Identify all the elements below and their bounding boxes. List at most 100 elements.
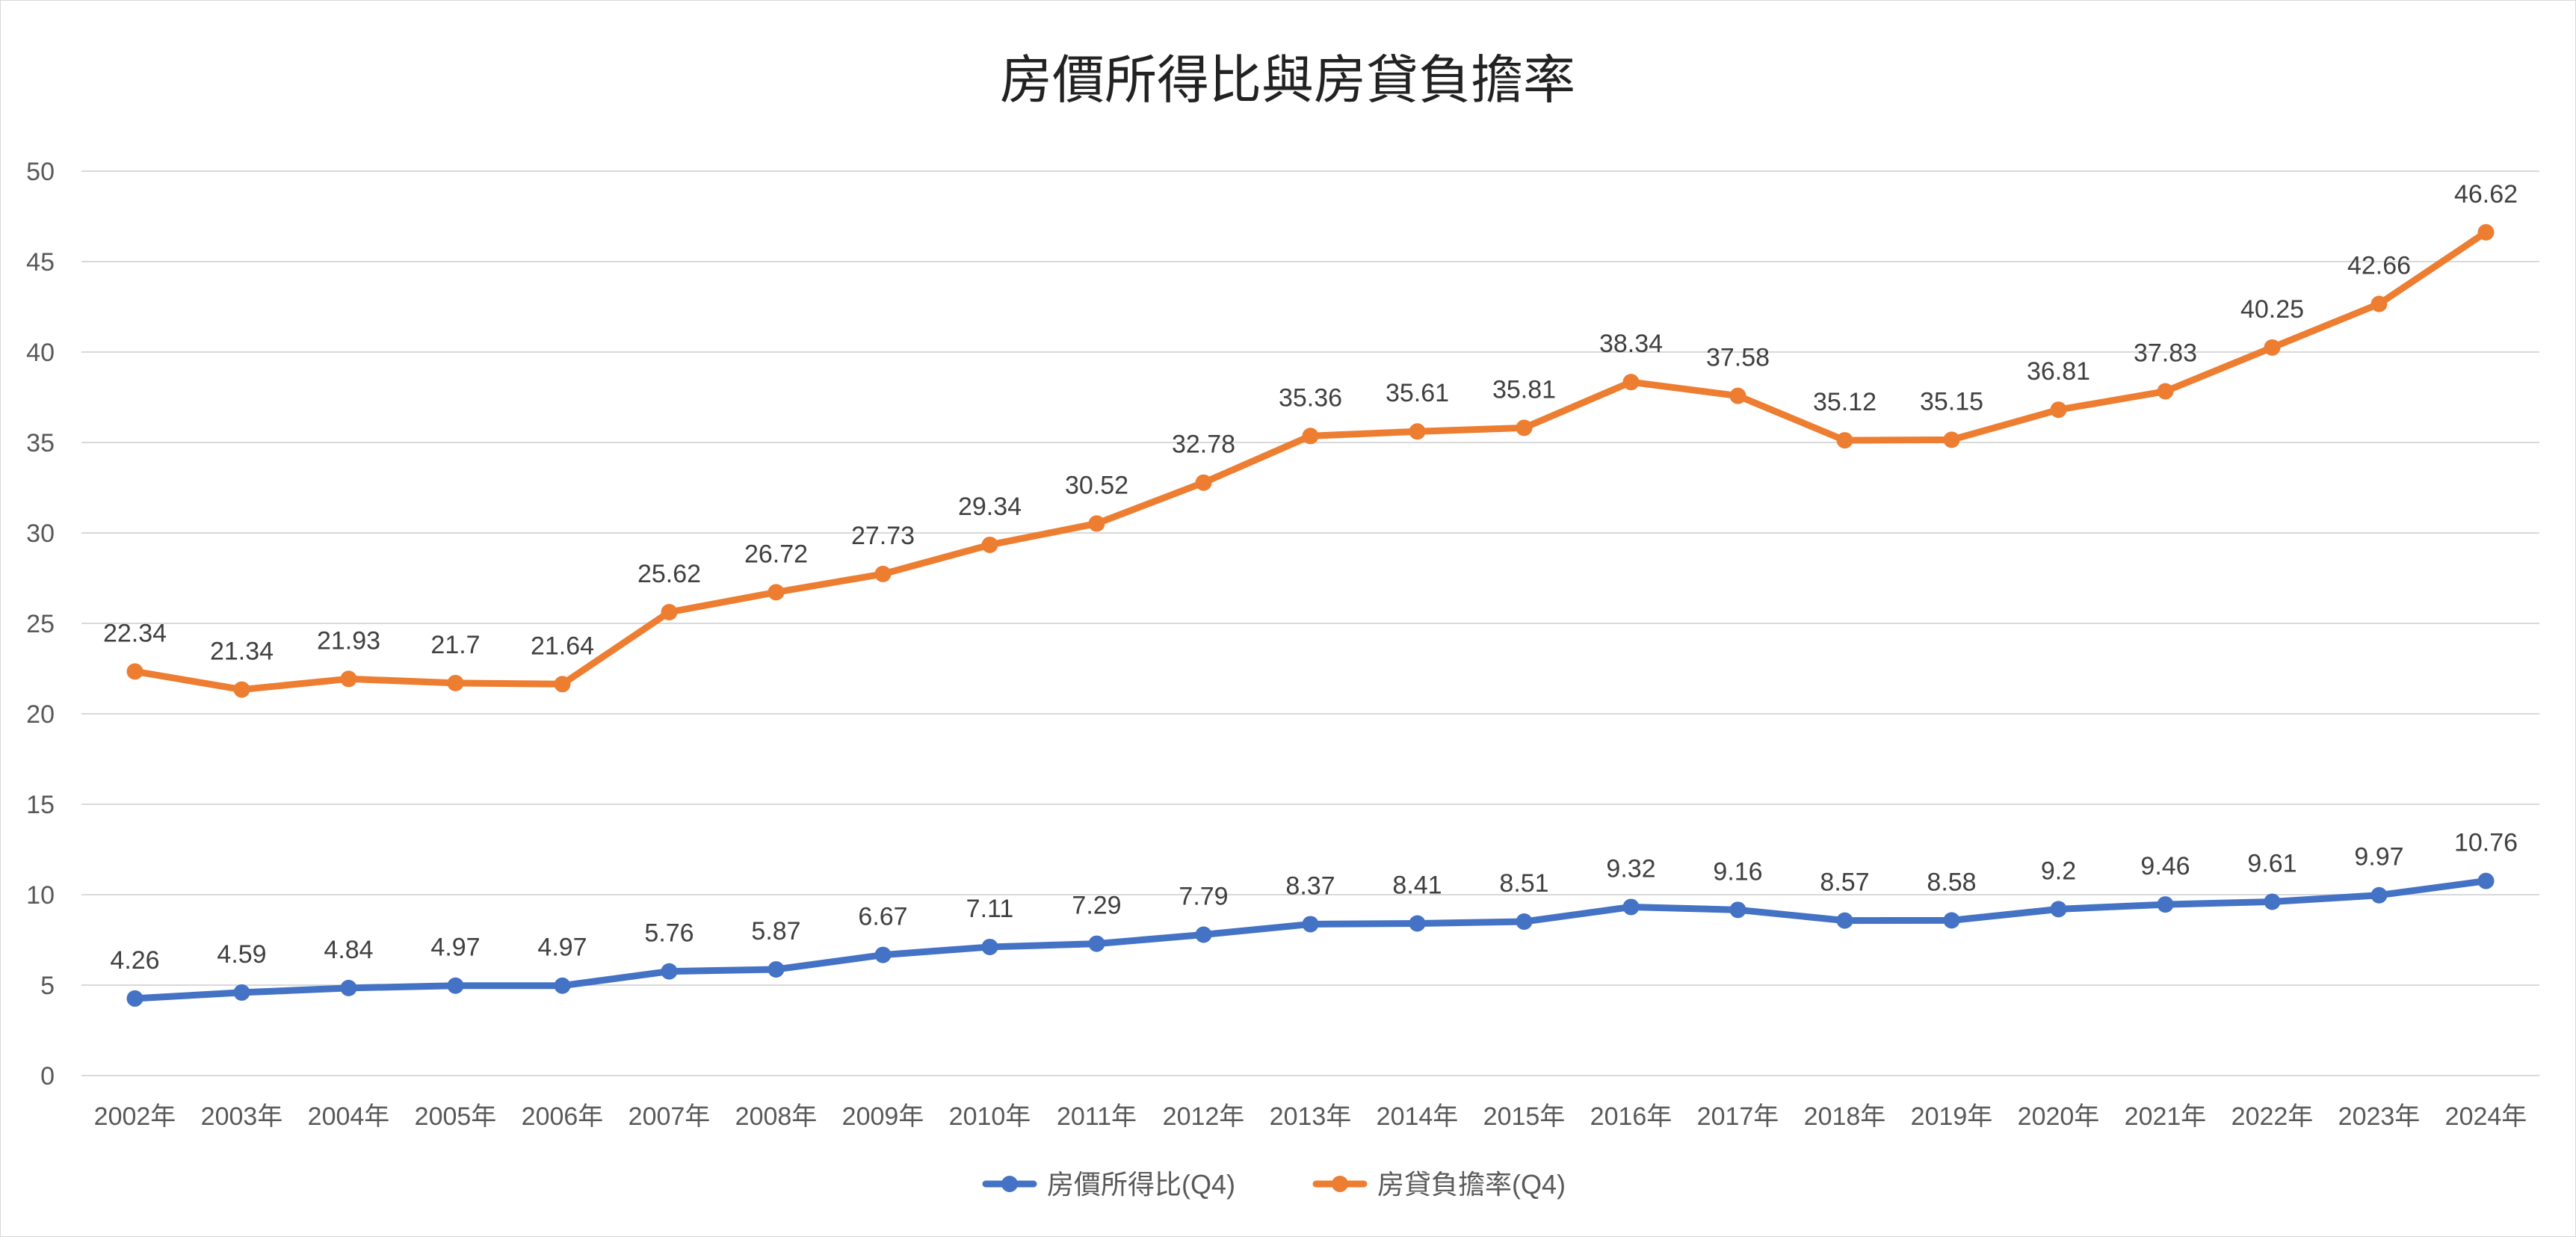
data-label: 29.34 [958, 493, 1022, 521]
data-label: 40.25 [2240, 295, 2304, 324]
data-label: 35.12 [1813, 388, 1877, 416]
data-label: 4.97 [430, 934, 480, 962]
data-label: 7.79 [1179, 882, 1228, 910]
data-point [661, 603, 678, 620]
data-label: 9.46 [2140, 852, 2190, 880]
data-point [1729, 387, 1746, 404]
y-tick-label: 50 [26, 158, 55, 186]
x-tick-label: 2019年 [1911, 1102, 1993, 1131]
data-point [1302, 916, 1319, 933]
x-tick-label: 2009年 [842, 1102, 924, 1131]
data-point [981, 938, 998, 955]
y-tick-label: 35 [26, 429, 55, 457]
x-tick-label: 2010年 [949, 1102, 1031, 1131]
data-point [2264, 339, 2281, 356]
data-label: 4.59 [217, 940, 266, 969]
legend-swatch-marker [1332, 1176, 1348, 1192]
x-tick-label: 2016年 [1590, 1102, 1672, 1131]
data-label: 37.83 [2134, 339, 2197, 368]
data-point [1302, 428, 1319, 445]
data-point [233, 984, 250, 1001]
data-label: 25.62 [637, 560, 701, 588]
y-tick-label: 25 [26, 610, 55, 638]
data-label: 26.72 [744, 540, 808, 568]
data-point [2370, 295, 2388, 312]
data-point [981, 536, 998, 553]
data-label: 10.76 [2454, 829, 2518, 857]
data-point [767, 960, 785, 978]
data-point [767, 584, 785, 601]
data-point [1836, 432, 1853, 449]
data-point [447, 674, 464, 691]
data-point [1943, 431, 1960, 448]
chart-title: 房價所得比與房貸負擔率 [1000, 49, 1575, 111]
data-label: 37.58 [1706, 344, 1770, 372]
data-point [2157, 383, 2174, 400]
data-label: 35.61 [1386, 379, 1449, 407]
data-label: 7.29 [1072, 892, 1121, 920]
x-tick-label: 2023年 [2338, 1102, 2421, 1131]
x-tick-label: 2002年 [94, 1102, 176, 1131]
y-tick-label: 45 [26, 248, 55, 277]
data-label: 9.32 [1606, 854, 1655, 883]
data-point [1836, 912, 1853, 929]
data-point [1195, 474, 1212, 491]
data-label: 5.76 [644, 919, 694, 948]
data-label: 4.84 [324, 936, 373, 964]
data-point [1622, 898, 1640, 916]
data-point [340, 670, 357, 688]
y-tick-label: 15 [26, 791, 55, 819]
data-label: 9.16 [1713, 857, 1762, 886]
x-tick-label: 2024年 [2445, 1102, 2527, 1131]
data-label: 5.87 [751, 917, 800, 946]
y-tick-label: 20 [26, 700, 55, 729]
data-label: 8.37 [1285, 872, 1335, 900]
data-labels: 4.26 4.59 4.84 4.97 4.97 5.76 5.87 6.67 7.11 7.29… [103, 180, 2518, 975]
data-point [1409, 423, 1426, 440]
data-point [554, 977, 571, 994]
data-label: 9.97 [2354, 843, 2403, 872]
x-tick-label: 2014年 [1377, 1102, 1459, 1131]
x-tick-label: 2012年 [1163, 1102, 1245, 1131]
y-tick-label: 0 [40, 1062, 55, 1091]
data-point [1516, 913, 1533, 931]
x-tick-label: 2021年 [2125, 1102, 2207, 1131]
x-axis-ticks: 2002年 2003年 2004年 2005年 2006年 2007年 2008年 2009年… [94, 1102, 2527, 1131]
data-point [1088, 935, 1105, 952]
legend-label: 房貸負擔率(Q4) [1377, 1169, 1566, 1200]
data-label: 8.51 [1499, 869, 1548, 898]
data-label: 21.34 [210, 638, 274, 666]
data-label: 9.61 [2247, 849, 2297, 877]
data-label: 21.7 [430, 631, 480, 659]
data-point [1088, 515, 1105, 532]
data-label: 35.15 [1920, 387, 1983, 416]
data-point [2477, 872, 2495, 889]
series-line-2 [132, 229, 2489, 694]
data-point [1943, 912, 1960, 929]
y-tick-label: 5 [40, 972, 55, 1000]
series-lines [126, 223, 2495, 1007]
data-label: 32.78 [1172, 431, 1235, 459]
data-label: 4.26 [110, 946, 159, 975]
y-tick-label: 30 [26, 519, 55, 548]
data-point [1622, 374, 1640, 391]
data-point [1516, 419, 1533, 437]
data-label: 22.34 [103, 619, 167, 647]
data-point [2370, 886, 2388, 904]
x-tick-label: 2015年 [1483, 1102, 1566, 1131]
data-label: 7.11 [966, 895, 1014, 923]
x-tick-label: 2017年 [1697, 1102, 1779, 1131]
data-point [1409, 915, 1426, 932]
data-label: 9.2 [2041, 857, 2076, 885]
data-point [233, 681, 250, 698]
y-axis-ticks: 0 5 10 15 20 25 30 35 40 45 50 [26, 158, 55, 1091]
x-tick-label: 2008年 [735, 1102, 818, 1131]
x-tick-label: 2022年 [2231, 1102, 2314, 1131]
data-point [2264, 893, 2281, 910]
x-tick-label: 2007年 [628, 1102, 711, 1131]
legend: 房價所得比(Q4) 房貸負擔率(Q4) [982, 1169, 1566, 1200]
x-tick-label: 2018年 [1804, 1102, 1886, 1131]
data-point [1729, 901, 1746, 919]
x-tick-label: 2006年 [522, 1102, 604, 1131]
